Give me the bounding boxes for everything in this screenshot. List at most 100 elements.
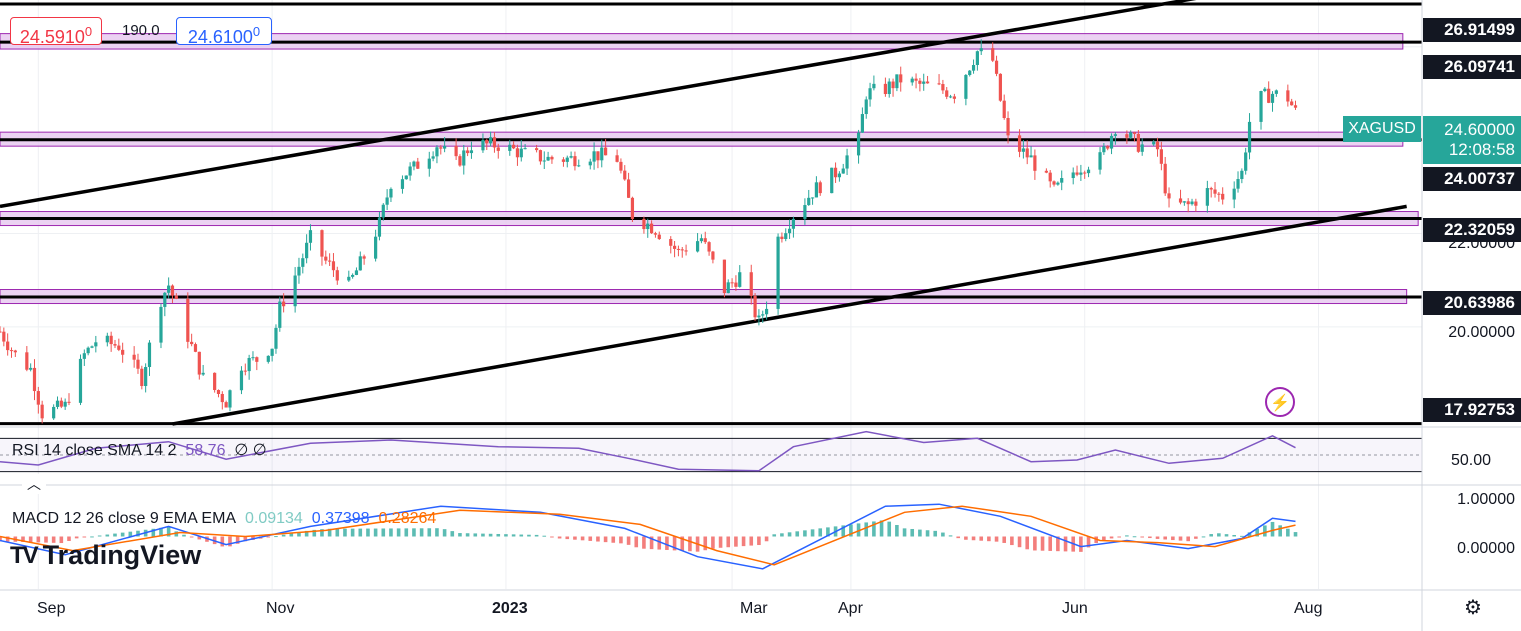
candle-body — [36, 391, 40, 405]
candle-body — [1244, 152, 1248, 171]
candle-body — [722, 259, 727, 294]
bid-price-sup: 0 — [84, 24, 93, 39]
macd-hist-bar — [1109, 536, 1114, 539]
macd-hist-bar — [588, 536, 593, 541]
candle-body — [588, 161, 592, 166]
candle-body — [535, 148, 539, 151]
macd-hist-bar — [803, 530, 807, 537]
macd-hist-bar — [1171, 536, 1175, 541]
level-tag: 17.92753 — [1423, 398, 1521, 422]
candle-body — [1048, 172, 1052, 182]
macd-hist-bar — [1056, 536, 1060, 552]
candle-body — [1098, 152, 1102, 170]
candle-body — [385, 197, 389, 205]
candle-body — [1136, 133, 1140, 152]
candle-body — [672, 245, 677, 249]
collapse-button[interactable]: ︿ — [22, 474, 46, 494]
macd-hist-bar — [442, 529, 447, 537]
macd-hist-bar — [435, 528, 439, 537]
macd-hist-bar — [657, 536, 662, 550]
candle-body — [335, 270, 339, 281]
macd-hist-bar — [504, 534, 508, 537]
macd-hist-bar — [350, 528, 355, 537]
macd-hist-bar — [1232, 534, 1236, 537]
rsi-level-tick: 50.00 — [1450, 452, 1491, 469]
candle-body — [328, 260, 332, 262]
macd-hist-bar — [1286, 528, 1290, 537]
macd-hist-bar — [810, 529, 815, 537]
candle-body — [600, 147, 604, 161]
candle-body — [592, 151, 596, 162]
candle-body — [197, 351, 201, 375]
candle-body — [1075, 172, 1079, 175]
candle-body — [255, 357, 259, 362]
candle-body — [1017, 135, 1022, 152]
bid-price-box[interactable]: 24.59100 — [10, 17, 102, 47]
candle-body — [1071, 172, 1075, 179]
gear-icon[interactable]: ⚙ — [1464, 597, 1482, 619]
macd-hist-bar — [1163, 536, 1167, 540]
macd-hist-bar — [335, 528, 340, 537]
candle-body — [1021, 148, 1025, 152]
candle-body — [948, 96, 953, 98]
macd-label: MACD 12 26 close 9 EMA EMA — [12, 510, 237, 527]
candle-body — [542, 160, 546, 162]
candle-body — [1247, 121, 1252, 153]
macd-hist-bar — [818, 528, 823, 537]
candle-body — [354, 270, 359, 275]
lightning-icon[interactable]: ⚡ — [1265, 387, 1295, 417]
candle-body — [1006, 118, 1010, 136]
current-price: 24.60000 — [1444, 120, 1515, 139]
macd-hist-bar — [795, 531, 800, 537]
candle-body — [1029, 155, 1033, 158]
tradingview-wordmark: TradingView — [42, 540, 202, 570]
candle-body — [952, 96, 956, 99]
macd-hist-bar — [366, 528, 370, 537]
candle-body — [684, 250, 688, 252]
candle-body — [914, 78, 918, 81]
candle-body — [485, 140, 489, 144]
ask-price-box[interactable]: 24.61000 — [176, 17, 272, 47]
candle-body — [964, 74, 968, 99]
rsi-legend[interactable]: RSI 14 close SMA 14 2 58.76 ∅ ∅ — [12, 440, 267, 460]
candle-body — [856, 132, 861, 156]
candle-body — [864, 99, 868, 115]
candle-body — [979, 48, 983, 52]
macd-hist-bar — [51, 536, 56, 543]
macd-hist-bar — [626, 536, 631, 545]
candle-body — [922, 81, 926, 84]
candle-body — [40, 404, 44, 419]
macd-hist-bar — [320, 529, 324, 537]
macd-hist-bar — [1224, 534, 1229, 537]
candle-body — [1263, 88, 1267, 92]
macd-hist-bar — [1117, 536, 1122, 538]
tradingview-logo[interactable]: TV TradingView — [10, 540, 201, 571]
macd-hist-bar — [0, 536, 2, 542]
macd-hist-bar — [864, 522, 869, 537]
countdown: 12:08:58 — [1448, 140, 1515, 159]
macd-hist-bar — [1079, 536, 1083, 552]
time-label: Mar — [740, 600, 768, 617]
candle-body — [1152, 141, 1156, 145]
candle-body — [515, 148, 520, 158]
macd-hist-bar — [603, 536, 608, 543]
macd-hist-bar — [128, 531, 133, 537]
macd-hist-bar — [1140, 536, 1144, 538]
macd-legend[interactable]: MACD 12 26 close 9 EMA EMA 0.09134 0.373… — [12, 510, 436, 528]
macd-hist-bar — [312, 529, 317, 537]
macd-signal-line — [0, 505, 1296, 566]
candle-body — [63, 401, 67, 407]
candle-body — [565, 157, 569, 162]
candle-body — [489, 137, 493, 144]
candle-body — [753, 295, 757, 318]
candle-body — [1274, 90, 1278, 94]
candle-body — [243, 370, 247, 372]
macd-hist-bar — [787, 532, 792, 537]
candle-body — [331, 261, 336, 271]
candle-body — [646, 223, 650, 230]
rsi-line — [0, 430, 1296, 472]
candle-body — [1044, 170, 1048, 173]
candle-body — [469, 150, 474, 154]
candle-body — [174, 295, 178, 299]
